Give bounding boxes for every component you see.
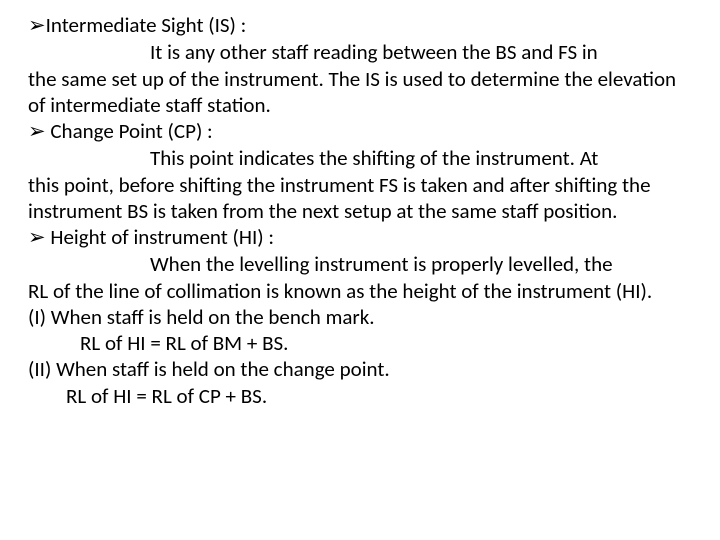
case1-formula: RL of HI = RL of BM + BS. — [80, 330, 288, 356]
cp-heading: Change Point (CP) : — [46, 118, 213, 144]
cp-body-line1: This point indicates the shifting of the… — [28, 145, 692, 171]
bullet-icon: ➢ — [28, 226, 46, 249]
is-body-rest: the same set up of the instrument. The I… — [28, 66, 692, 119]
case1-formula-line: RL of HI = RL of BM + BS. — [28, 330, 692, 356]
case2-formula-line: RL of HI = RL of CP + BS. — [28, 383, 692, 409]
cp-heading-line: ➢ Change Point (CP) : — [28, 118, 692, 145]
is-heading: Intermediate Sight (IS) : — [46, 12, 247, 38]
cp-body-rest: this point, before shifting the instrume… — [28, 172, 692, 225]
bullet-icon: ➢ — [28, 14, 46, 37]
hi-heading-line: ➢ Height of instrument (HI) : — [28, 224, 692, 251]
bullet-icon: ➢ — [28, 120, 46, 143]
case2-formula: RL of HI = RL of CP + BS. — [66, 383, 267, 409]
document-body: ➢Intermediate Sight (IS) : It is any oth… — [28, 12, 692, 409]
cp-body-lead: This point indicates the shifting of the… — [150, 145, 598, 171]
is-body-lead: It is any other staff reading between th… — [150, 39, 598, 65]
hi-body-line1: When the levelling instrument is properl… — [28, 251, 692, 277]
is-heading-line: ➢Intermediate Sight (IS) : — [28, 12, 692, 39]
case1-label: (I) When staff is held on the bench mark… — [28, 304, 692, 330]
hi-body-rest: RL of the line of collimation is known a… — [28, 278, 692, 304]
hi-body-lead: When the levelling instrument is properl… — [150, 251, 613, 277]
hi-heading: Height of instrument (HI) : — [46, 224, 274, 250]
is-body-line1: It is any other staff reading between th… — [28, 39, 692, 65]
case2-label: (II) When staff is held on the change po… — [28, 356, 692, 382]
